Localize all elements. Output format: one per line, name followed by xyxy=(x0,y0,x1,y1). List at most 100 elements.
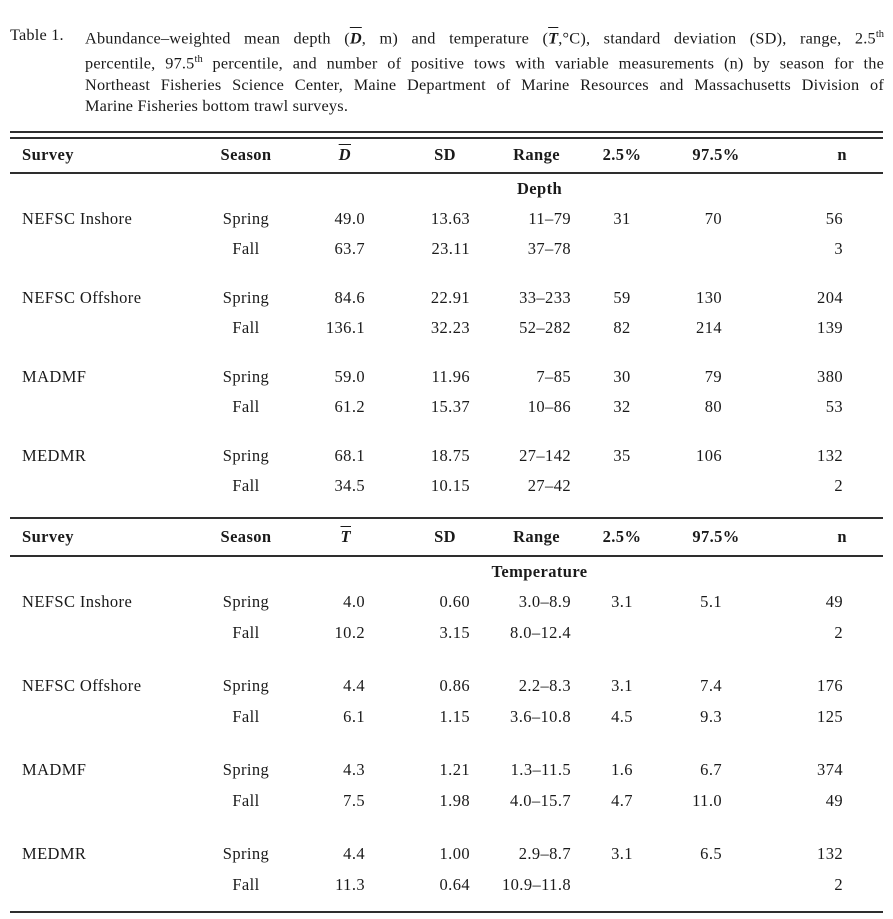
table-row: Fall 63.7 23.11 37–78 3 xyxy=(10,234,883,264)
cell-sd: 22.91 xyxy=(430,287,470,307)
cell-p2-5: 59 xyxy=(613,287,631,307)
cell-season: Spring xyxy=(222,445,270,465)
table-row: NEFSC Offshore Spring 84.6 22.91 33–233 … xyxy=(10,264,883,313)
table-row: NEFSC Inshore Spring 4.0 0.60 3.0–8.9 3.… xyxy=(10,587,883,618)
cell-p97-5: 106 xyxy=(696,445,722,465)
cell-sd: 3.15 xyxy=(439,623,470,643)
temperature-table: Survey Season T SD Range 2.5% 97.5% n Te… xyxy=(10,518,883,911)
mean-temp-symbol: T xyxy=(548,28,559,48)
cell-season: Spring xyxy=(222,287,270,307)
cell-range: 3.0–8.9 xyxy=(518,592,571,612)
cell-mean: 4.4 xyxy=(343,676,365,696)
depth-table-body: NEFSC Inshore Spring 49.0 13.63 11–79 31… xyxy=(10,204,883,517)
table-row: NEFSC Inshore Spring 49.0 13.63 11–79 31… xyxy=(10,204,883,234)
cell-p2-5: 3.1 xyxy=(611,592,633,612)
col-header-season: Season xyxy=(196,518,296,557)
cell-p2-5 xyxy=(580,234,664,264)
cell-survey xyxy=(10,786,196,817)
cell-sd: 23.11 xyxy=(431,238,470,258)
cell-mean: 68.1 xyxy=(334,445,365,465)
depth-section-row: Depth xyxy=(10,173,883,204)
cell-sd: 1.15 xyxy=(439,707,470,727)
cell-season: Fall xyxy=(232,317,260,337)
cell-p2-5: 3.1 xyxy=(611,844,633,864)
cell-range: 52–282 xyxy=(519,317,571,337)
cell-n: 125 xyxy=(817,707,843,727)
col-header-p2-5: 2.5% xyxy=(580,518,664,557)
col-header-mean-temperature: T xyxy=(296,518,376,557)
cell-p97-5: 214 xyxy=(696,317,722,337)
depth-table: Survey Season D SD Range 2.5% 97.5% n De… xyxy=(10,138,883,517)
caption-line-4: Marine Fisheries bottom trawl surveys. xyxy=(85,96,349,116)
caption-text: percentile, and number of positive tows … xyxy=(202,53,885,73)
cell-p2-5: 4.5 xyxy=(611,707,633,727)
cell-season: Fall xyxy=(232,875,260,895)
cell-mean: 136.1 xyxy=(325,317,365,337)
cell-p97-5: 9.3 xyxy=(700,707,722,727)
cell-mean: 11.3 xyxy=(335,875,365,895)
cell-mean: 84.6 xyxy=(334,287,365,307)
col-header-n: n xyxy=(768,518,883,557)
cell-p2-5: 82 xyxy=(613,317,631,337)
cell-p97-5: 130 xyxy=(696,287,722,307)
top-double-rule xyxy=(10,130,883,139)
table-row: Fall 61.2 15.37 10–86 32 80 53 xyxy=(10,392,883,422)
caption-text: , m) and temperature ( xyxy=(361,28,549,48)
cell-n: 2 xyxy=(834,475,843,495)
caption-text: Abundance–weighted mean depth ( xyxy=(85,28,350,48)
cell-p2-5: 1.6 xyxy=(611,760,633,780)
cell-n: 132 xyxy=(817,844,843,864)
cell-sd: 32.23 xyxy=(430,317,470,337)
cell-p97-5: 5.1 xyxy=(700,592,722,612)
cell-season: Fall xyxy=(232,475,260,495)
cell-sd: 11.96 xyxy=(431,366,470,386)
cell-p97-5: 7.4 xyxy=(700,676,722,696)
cell-p2-5: 35 xyxy=(613,445,631,465)
cell-p97-5: 6.7 xyxy=(700,760,722,780)
cell-range: 33–233 xyxy=(519,287,571,307)
col-header-survey: Survey xyxy=(10,138,196,174)
cell-season: Fall xyxy=(232,238,260,258)
col-header-sd: SD xyxy=(376,138,486,174)
col-header-p2-5: 2.5% xyxy=(580,138,664,174)
cell-range: 7–85 xyxy=(536,366,571,386)
cell-p2-5: 30 xyxy=(613,366,631,386)
cell-range: 2.9–8.7 xyxy=(518,844,571,864)
cell-p97-5 xyxy=(664,234,768,264)
cell-season: Fall xyxy=(232,396,260,416)
table-row: Fall 7.5 1.98 4.0–15.7 4.7 11.0 49 xyxy=(10,786,883,817)
table-row: Fall 34.5 10.15 27–42 2 xyxy=(10,471,883,517)
cell-mean: 10.2 xyxy=(334,623,365,643)
table-row: MEDMR Spring 4.4 1.00 2.9–8.7 3.1 6.5 13… xyxy=(10,817,883,870)
temperature-table-body: NEFSC Inshore Spring 4.0 0.60 3.0–8.9 3.… xyxy=(10,587,883,911)
cell-p97-5 xyxy=(664,471,768,517)
bottom-rule xyxy=(10,910,883,913)
cell-n: 374 xyxy=(817,760,843,780)
cell-sd: 0.60 xyxy=(439,592,470,612)
caption-line-2: percentile, 97.5th percentile, and numbe… xyxy=(85,49,884,74)
cell-season: Spring xyxy=(222,592,270,612)
cell-p2-5: 31 xyxy=(613,208,631,228)
cell-survey xyxy=(10,870,196,911)
col-header-range: Range xyxy=(486,138,580,174)
cell-n: 49 xyxy=(825,791,843,811)
cell-n: 53 xyxy=(825,396,843,416)
cell-sd: 18.75 xyxy=(430,445,470,465)
col-header-n: n xyxy=(768,138,883,174)
cell-survey: NEFSC Inshore xyxy=(22,208,133,228)
cell-mean: 4.0 xyxy=(343,592,365,612)
table-row: Fall 10.2 3.15 8.0–12.4 2 xyxy=(10,618,883,649)
cell-n: 204 xyxy=(817,287,843,307)
cell-p97-5: 79 xyxy=(704,366,722,386)
cell-season: Spring xyxy=(222,844,270,864)
cell-survey xyxy=(10,618,196,649)
cell-p97-5: 80 xyxy=(704,396,722,416)
table-row: MADMF Spring 4.3 1.21 1.3–11.5 1.6 6.7 3… xyxy=(10,733,883,786)
cell-range: 27–42 xyxy=(527,475,571,495)
cell-sd: 15.37 xyxy=(430,396,470,416)
cell-n: 176 xyxy=(817,676,843,696)
mean-depth-symbol: D xyxy=(349,28,362,48)
caption-text: percentile, 97.5 xyxy=(85,53,195,73)
cell-n: 380 xyxy=(817,366,843,386)
cell-mean: 49.0 xyxy=(334,208,365,228)
